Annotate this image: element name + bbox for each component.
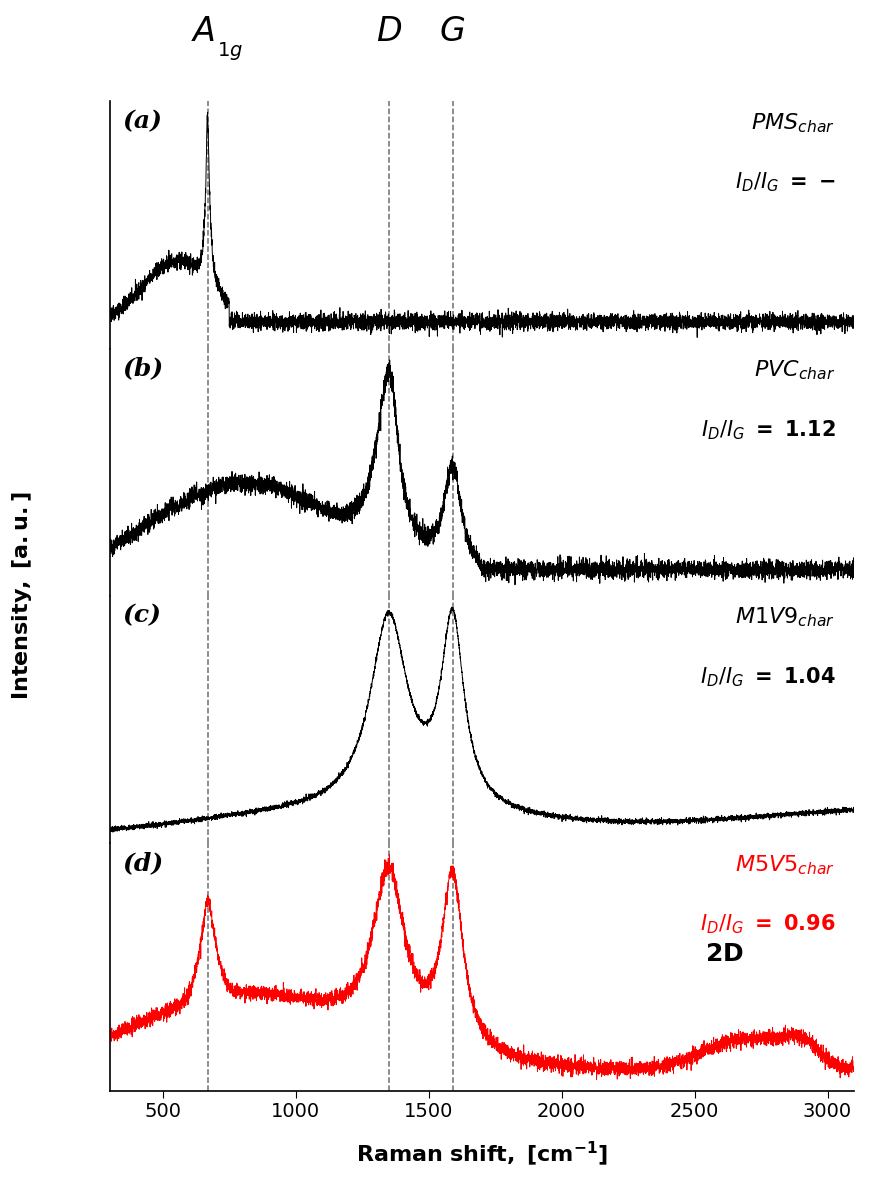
Text: $\mathit{PVC}$$_{\mathit{char}}$: $\mathit{PVC}$$_{\mathit{char}}$ (754, 359, 836, 383)
Text: $\mathbf{Intensity,\ [a.u.]}$: $\mathbf{Intensity,\ [a.u.]}$ (10, 491, 34, 701)
Text: $\mathit{D}$: $\mathit{D}$ (376, 14, 402, 48)
Text: (b): (b) (123, 356, 164, 380)
Text: $\mathit{I_D/I_G}$ $\mathbf{=}$ $\mathbf{0.96}$: $\mathit{I_D/I_G}$ $\mathbf{=}$ $\mathbf… (700, 913, 836, 936)
Text: $\mathit{G}$: $\mathit{G}$ (440, 14, 466, 48)
Text: (d): (d) (123, 851, 164, 875)
Text: (a): (a) (123, 108, 163, 132)
Text: $\mathit{\mathbf{2D}}$: $\mathit{\mathbf{2D}}$ (705, 942, 744, 967)
Text: $\mathit{M5V5}$$_{\mathit{char}}$: $\mathit{M5V5}$$_{\mathit{char}}$ (735, 853, 836, 877)
Text: $\mathit{I_D/I_G}$ $\mathbf{=}$ $\mathbf{-}$: $\mathit{I_D/I_G}$ $\mathbf{=}$ $\mathbf… (735, 170, 836, 194)
Text: $\mathit{PMS}$$_{\mathit{char}}$: $\mathit{PMS}$$_{\mathit{char}}$ (752, 111, 836, 135)
Text: $\mathit{A}$: $\mathit{A}$ (191, 14, 215, 48)
Text: $\mathit{1g}$: $\mathit{1g}$ (216, 41, 243, 62)
Text: $\mathit{I_D/I_G}$ $\mathbf{=}$ $\mathbf{1.12}$: $\mathit{I_D/I_G}$ $\mathbf{=}$ $\mathbf… (701, 418, 836, 441)
Text: (c): (c) (123, 603, 162, 627)
Text: $\mathit{I_D/I_G}$ $\mathbf{=}$ $\mathbf{1.04}$: $\mathit{I_D/I_G}$ $\mathbf{=}$ $\mathbf… (700, 665, 836, 689)
Text: $\mathbf{Raman\ shift,\ [cm^{-1}]}$: $\mathbf{Raman\ shift,\ [cm^{-1}]}$ (356, 1140, 608, 1168)
Text: $\mathit{M1V9}$$_{\mathit{char}}$: $\mathit{M1V9}$$_{\mathit{char}}$ (735, 606, 836, 629)
